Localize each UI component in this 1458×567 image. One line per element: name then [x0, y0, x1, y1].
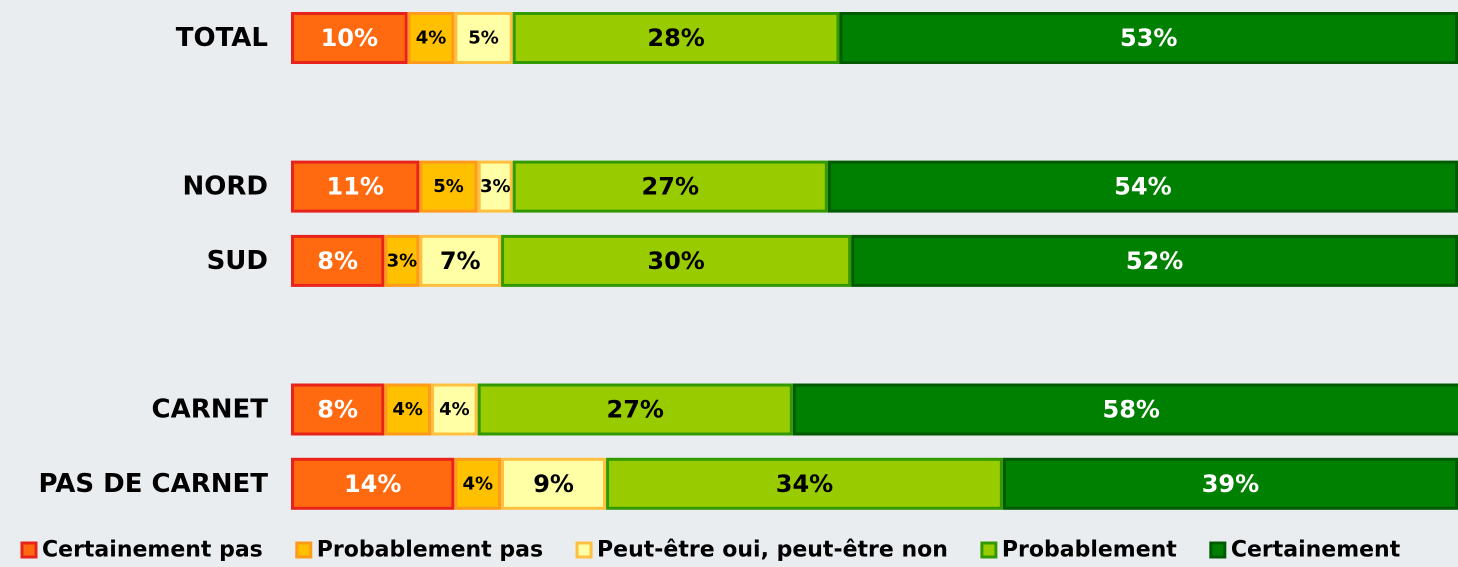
- bar-segment: [454, 457, 502, 510]
- legend-swatch: [575, 541, 593, 559]
- data-label: 5%: [468, 28, 499, 49]
- data-label: 4%: [439, 399, 470, 420]
- category-label: NORD: [183, 172, 268, 202]
- bar-segment: [501, 234, 852, 287]
- category-label: TOTAL: [176, 23, 268, 53]
- bar-segment: [419, 160, 478, 213]
- bar-segment: [291, 457, 455, 510]
- data-label: 3%: [387, 250, 418, 271]
- data-label: 7%: [440, 247, 481, 275]
- data-label: 10%: [321, 24, 378, 52]
- bar-segment: [419, 234, 502, 287]
- data-label: 8%: [317, 396, 358, 424]
- bar-segment: [827, 160, 1458, 213]
- category-label: PAS DE CARNET: [39, 469, 269, 499]
- legend-label: Peut-être oui, peut-être non: [597, 538, 948, 563]
- legend-label: Certainement: [1231, 538, 1401, 563]
- legend-label: Probablement pas: [317, 538, 543, 563]
- bar-segment: [512, 12, 840, 64]
- data-label: 27%: [642, 173, 699, 201]
- legend-label: Probablement: [1002, 538, 1177, 563]
- bar-segment: [291, 160, 420, 213]
- bar-segment: [851, 234, 1458, 287]
- data-label: 4%: [392, 399, 423, 420]
- bar-segment: [384, 234, 420, 287]
- bar-segment: [477, 160, 513, 213]
- bar-segment: [477, 383, 793, 436]
- data-label: 9%: [533, 470, 574, 498]
- bar-segment: [1002, 457, 1458, 510]
- data-label: 53%: [1120, 24, 1177, 52]
- data-label: 30%: [647, 247, 704, 275]
- data-label: 54%: [1114, 173, 1171, 201]
- data-label: 8%: [317, 247, 358, 275]
- bar-segment: [291, 12, 408, 64]
- bar-segment: [454, 12, 513, 64]
- bar-segment: [501, 457, 607, 510]
- bar-segment: [291, 234, 385, 287]
- data-label: 3%: [480, 176, 511, 197]
- legend-swatch: [980, 541, 998, 559]
- legend-swatch: [1209, 541, 1227, 559]
- data-label: 4%: [462, 473, 493, 494]
- data-label: 11%: [326, 173, 383, 201]
- category-label: SUD: [207, 246, 268, 276]
- data-label: 39%: [1202, 470, 1259, 498]
- bar-segment: [792, 383, 1458, 436]
- bar-segment: [384, 383, 432, 436]
- bar-segment: [291, 383, 385, 436]
- legend-swatch: [20, 541, 38, 559]
- bar-segment: [839, 12, 1458, 64]
- data-label: 58%: [1103, 396, 1160, 424]
- data-label: 34%: [776, 470, 833, 498]
- data-label: 27%: [607, 396, 664, 424]
- data-label: 14%: [344, 470, 401, 498]
- bar-segment: [606, 457, 1003, 510]
- bar-segment: [407, 12, 455, 64]
- data-label: 28%: [647, 24, 704, 52]
- legend-label: Certainement pas: [42, 538, 263, 563]
- bar-segment: [431, 383, 478, 436]
- legend-swatch: [295, 541, 313, 559]
- data-label: 4%: [416, 28, 447, 49]
- data-label: 5%: [433, 176, 464, 197]
- category-label: CARNET: [152, 395, 269, 425]
- data-label: 52%: [1126, 247, 1183, 275]
- bar-segment: [512, 160, 828, 213]
